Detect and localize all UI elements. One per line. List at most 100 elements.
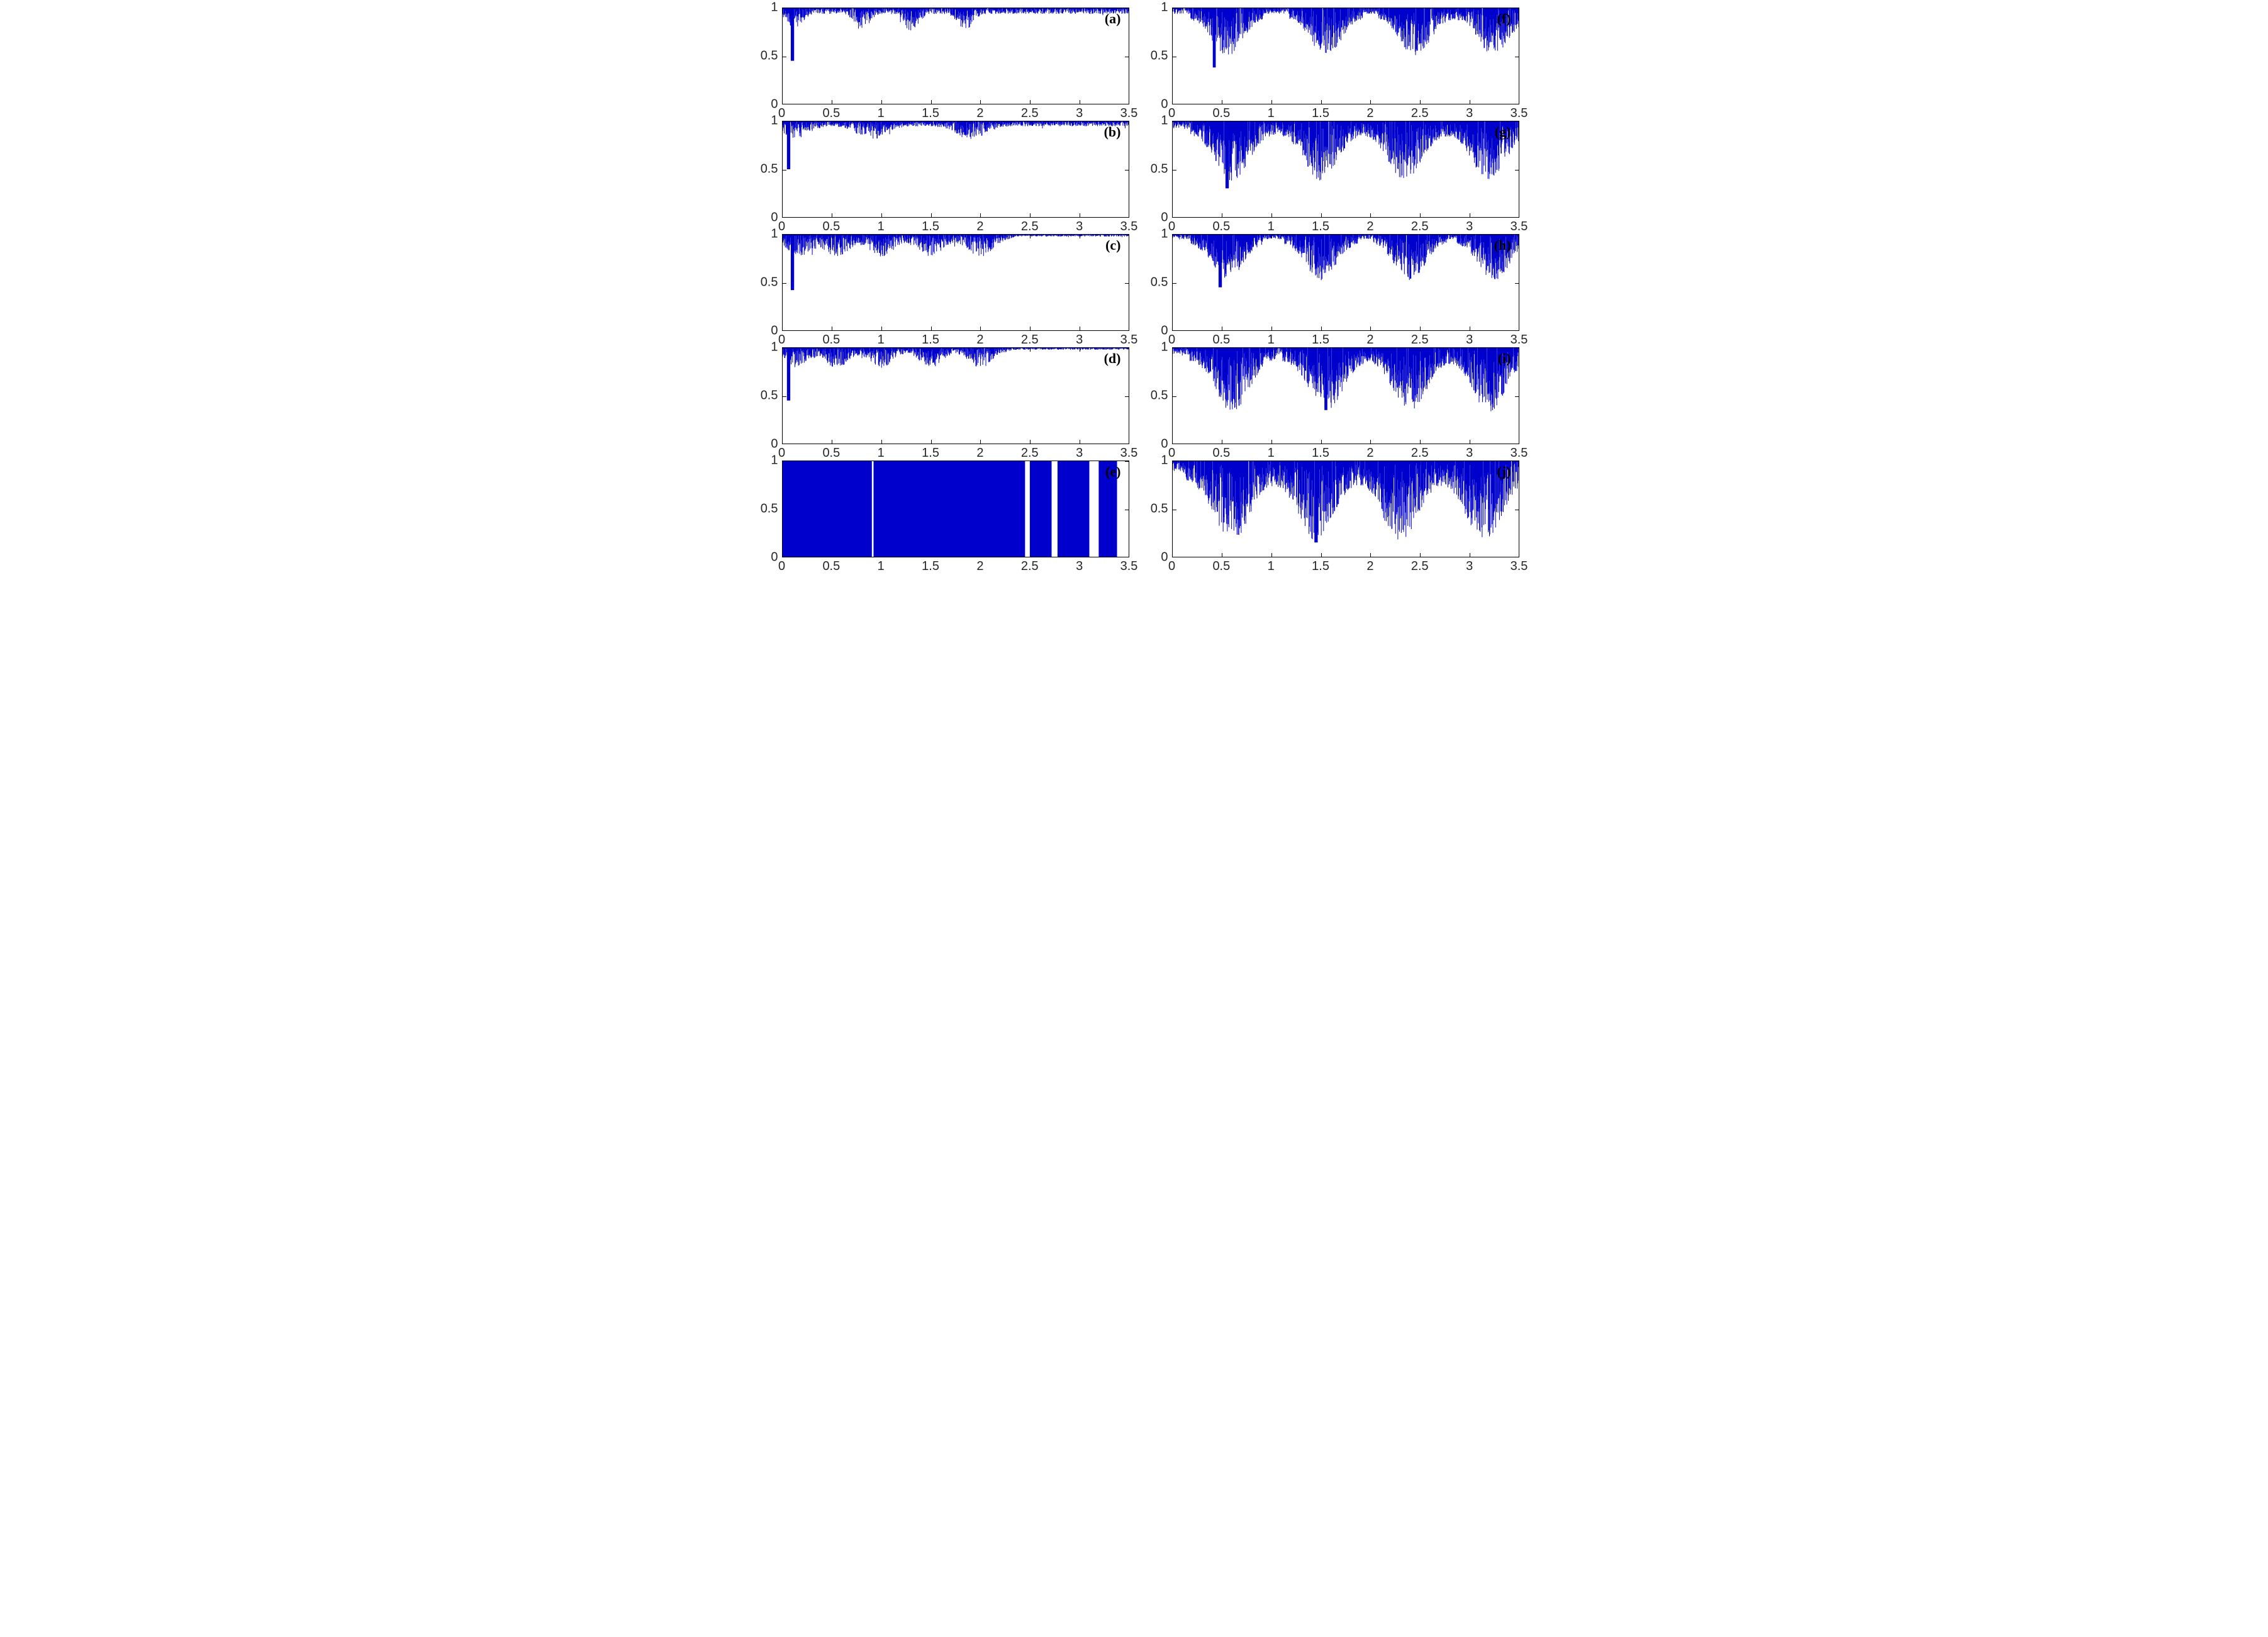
x-tick-label: 1.5 [922, 446, 939, 461]
x-tick-label: 0 [1168, 106, 1175, 121]
x-tick-label: 2.5 [1021, 559, 1039, 574]
plot-area-g: (g) [1172, 121, 1519, 218]
x-tick-label: 1 [1268, 446, 1275, 461]
x-tick-label: 2 [1366, 333, 1373, 347]
plot-area-c: (c) [782, 234, 1129, 331]
panel-j: (j)00.5100.511.522.533.5 [1134, 461, 1524, 574]
plot-area-d: (d) [782, 347, 1129, 444]
x-tick-label: 0.5 [1212, 106, 1230, 121]
x-tick-label: 0.5 [822, 220, 840, 234]
x-tick-label: 3 [1466, 220, 1473, 234]
trace-path [1173, 121, 1519, 188]
trace-i [1173, 348, 1519, 444]
x-tick-label: 1 [878, 446, 885, 461]
x-tick-label: 1 [878, 106, 885, 121]
y-tick-label: 0 [1134, 324, 1168, 338]
x-tick-label: 1 [1268, 559, 1275, 574]
y-tick-label: 0.5 [744, 162, 778, 177]
x-tick-label: 1.5 [1312, 220, 1329, 234]
plot-area-i: (i) [1172, 347, 1519, 444]
x-tick-label: 2.5 [1021, 220, 1039, 234]
y-tick-label: 0 [744, 437, 778, 452]
x-tick-label: 2 [976, 220, 983, 234]
panel-e: (e)00.5100.511.522.533.5 [744, 461, 1134, 574]
x-tick-label: 1 [878, 220, 885, 234]
trace-f [1173, 8, 1519, 104]
plot-area-j: (j) [1172, 461, 1519, 557]
y-tick-label: 0.5 [744, 49, 778, 64]
plot-area-e: (e) [782, 461, 1129, 557]
panel-h: (h)00.5100.511.522.533.5 [1134, 234, 1524, 347]
x-tick-label: 3.5 [1511, 333, 1528, 347]
x-tick-label: 3.5 [1511, 106, 1528, 121]
x-tick-label: 2.5 [1411, 333, 1429, 347]
x-tick-label: 3.5 [1511, 559, 1528, 574]
x-tick-label: 2.5 [1411, 446, 1429, 461]
panel-i: (i)00.5100.511.522.533.5 [1134, 347, 1524, 461]
panel-d: (d)00.5100.511.522.533.5 [744, 347, 1134, 461]
trace-c [783, 235, 1129, 330]
y-tick-label: 0 [744, 211, 778, 225]
trace-j [1173, 461, 1519, 557]
y-tick-label: 0 [744, 98, 778, 112]
y-tick-label: 0.5 [744, 276, 778, 290]
x-tick-label: 0.5 [822, 446, 840, 461]
trace-b [783, 121, 1129, 217]
y-tick-label: 0.5 [1134, 162, 1168, 177]
x-tick-label: 2.5 [1021, 446, 1039, 461]
trace-h [1173, 235, 1519, 330]
x-tick-label: 0.5 [822, 106, 840, 121]
x-tick-label: 0.5 [822, 333, 840, 347]
x-tick-label: 2.5 [1021, 106, 1039, 121]
x-tick-label: 0 [778, 446, 785, 461]
y-tick-label: 0.5 [1134, 276, 1168, 290]
y-tick-label: 0 [1134, 550, 1168, 565]
y-tick-label: 0.5 [744, 389, 778, 403]
y-tick-label: 1 [1134, 1, 1168, 15]
trace-path [783, 121, 1129, 169]
x-tick-label: 1.5 [922, 333, 939, 347]
y-tick-label: 0.5 [1134, 389, 1168, 403]
x-tick-label: 0 [1168, 220, 1175, 234]
y-tick-label: 0.5 [744, 502, 778, 517]
x-tick-label: 0.5 [822, 559, 840, 574]
y-tick-label: 0 [1134, 437, 1168, 452]
x-tick-label: 1 [878, 559, 885, 574]
x-tick-label: 2.5 [1411, 220, 1429, 234]
x-tick-label: 0.5 [1212, 559, 1230, 574]
x-tick-label: 1.5 [1312, 559, 1329, 574]
trace-path [783, 235, 1129, 290]
x-tick-label: 0 [778, 106, 785, 121]
x-tick-label: 2 [1366, 106, 1373, 121]
x-tick-label: 3 [1076, 220, 1083, 234]
x-tick-label: 2 [976, 559, 983, 574]
x-tick-label: 3 [1466, 559, 1473, 574]
trace-path [783, 348, 1129, 401]
x-tick-label: 2.5 [1021, 333, 1039, 347]
panel-a: (a)00.5100.511.522.533.5 [744, 8, 1134, 121]
figure-grid: (a)00.5100.511.522.533.5(b)00.5100.511.5… [744, 8, 1524, 574]
plot-area-a: (a) [782, 8, 1129, 104]
y-tick-label: 0 [744, 550, 778, 565]
x-tick-label: 1.5 [1312, 106, 1329, 121]
x-tick-label: 2 [1366, 446, 1373, 461]
plot-area-f: (f) [1172, 8, 1519, 104]
x-tick-label: 0.5 [1212, 446, 1230, 461]
x-tick-label: 1 [1268, 106, 1275, 121]
trace-d [783, 348, 1129, 444]
trace-path [783, 461, 1117, 557]
x-tick-label: 0 [1168, 559, 1175, 574]
trace-a [783, 8, 1129, 104]
x-tick-label: 2 [1366, 559, 1373, 574]
x-tick-label: 0 [1168, 446, 1175, 461]
x-tick-label: 3 [1076, 333, 1083, 347]
x-tick-label: 3 [1076, 106, 1083, 121]
x-tick-label: 0.5 [1212, 220, 1230, 234]
x-tick-label: 1.5 [922, 106, 939, 121]
trace-path [1173, 461, 1519, 542]
x-tick-label: 2 [976, 333, 983, 347]
x-tick-label: 2 [976, 446, 983, 461]
panel-f: (f)00.5100.511.522.533.5 [1134, 8, 1524, 121]
x-tick-label: 0.5 [1212, 333, 1230, 347]
x-tick-label: 0 [778, 559, 785, 574]
